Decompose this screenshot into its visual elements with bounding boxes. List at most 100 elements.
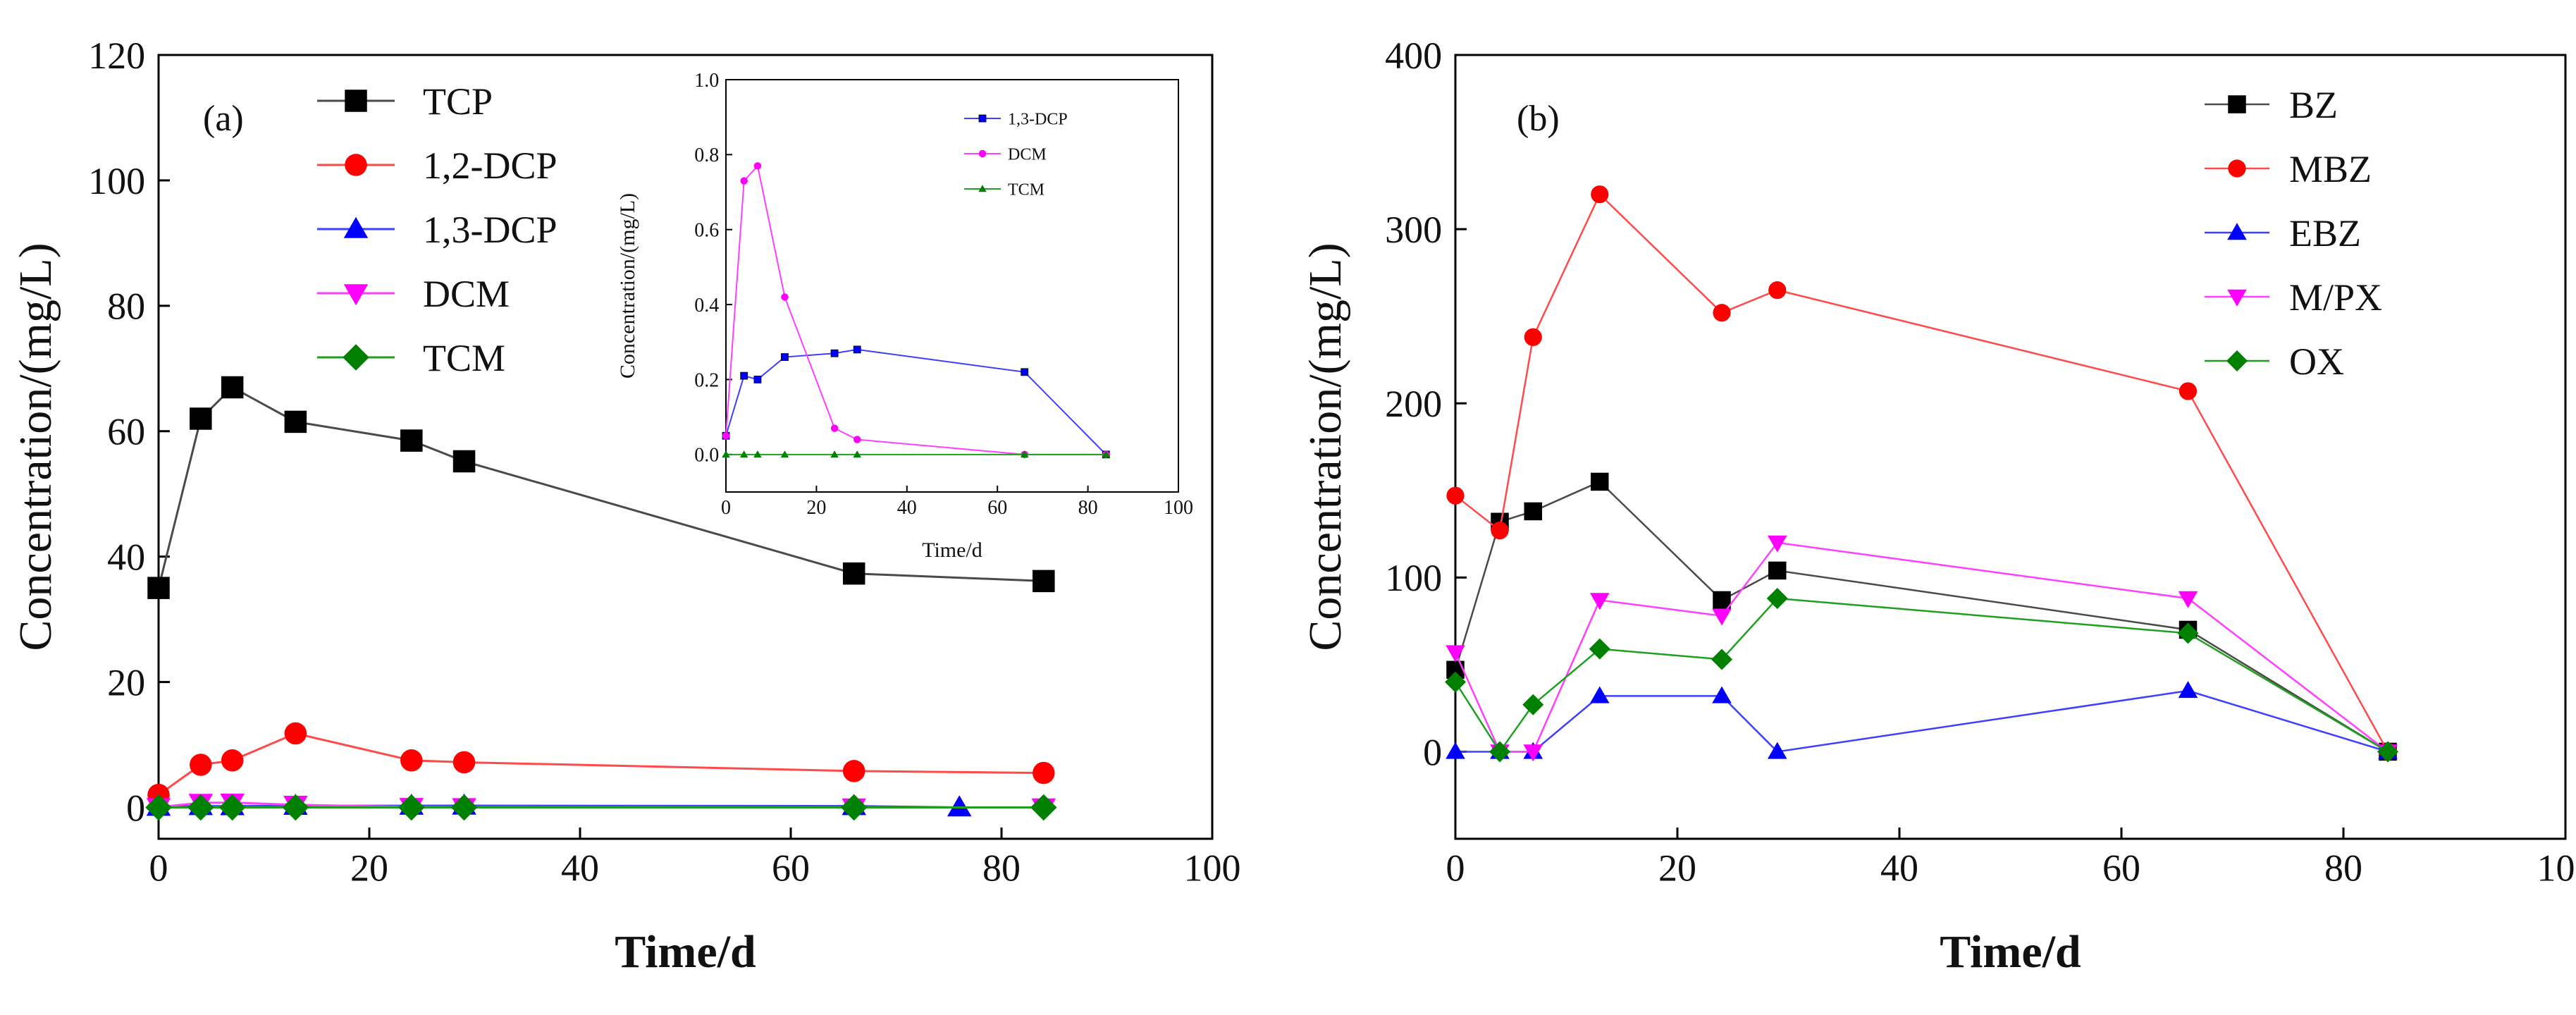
data-point [830, 349, 839, 357]
data-point [830, 450, 839, 458]
plot-frame [725, 79, 1179, 493]
data-point [1524, 502, 1542, 521]
y-tick-label: 1.0 [694, 70, 719, 92]
legend-label: EBZ [2289, 212, 2361, 254]
x-axis-label: Time/d [922, 539, 982, 562]
y-tick-label: 0.8 [694, 144, 719, 166]
data-point [2178, 382, 2198, 400]
legend-label: 1,2-DCP [423, 144, 557, 187]
data-point [1030, 794, 1057, 821]
series-line [1455, 192, 2389, 753]
data-point [722, 450, 730, 458]
data-point [1712, 608, 1732, 626]
y-tick-label: 60 [107, 411, 145, 453]
x-tick-label: 60 [2102, 847, 2140, 889]
data-point [147, 577, 170, 599]
data-point [1020, 450, 1029, 458]
chart-panel-a-inset: 0 20 40 60 80 100 0.0 0.2 0.4 0.6 0.8 1.0 Time/d Conc… [616, 70, 1193, 562]
x-tick-label: 0 [1446, 847, 1465, 889]
data-point [190, 407, 212, 430]
data-point [398, 794, 425, 821]
data-point [190, 753, 212, 776]
x-tick-label: 100 [2537, 847, 2576, 889]
y-tick-label: 0.0 [694, 445, 719, 467]
y-axis-label: Concentration/(mg/L) [616, 193, 639, 379]
x-tick-label: 60 [772, 847, 810, 889]
legend-label: 1,3-DCP [423, 209, 557, 251]
data-point [2178, 681, 2198, 699]
y-tick-label: 80 [107, 285, 145, 328]
legend-label: M/PX [2289, 276, 2382, 319]
series-OX [1445, 587, 2398, 763]
legend-marker [343, 216, 369, 238]
data-point [1713, 304, 1731, 322]
legend-label: DCM [1008, 145, 1047, 164]
legend: TCP 1,2-DCP 1,3-DCP DCM TCM [317, 80, 557, 379]
y-tick-label: 120 [88, 35, 145, 77]
y-tick-label: 0.2 [694, 369, 719, 391]
x-tick-label: 20 [350, 847, 388, 889]
data-point [221, 749, 244, 772]
legend-marker [2226, 350, 2248, 371]
data-point [1591, 472, 1609, 491]
data-point [400, 429, 423, 452]
y-tick-label: 0 [1423, 731, 1442, 773]
data-point [284, 722, 307, 745]
legend-label: BZ [2289, 84, 2338, 126]
y-tick-label: 20 [107, 662, 145, 704]
data-point [1766, 587, 1788, 609]
series-TCP [147, 376, 1055, 599]
data-point [2177, 622, 2199, 644]
data-point [1102, 450, 1111, 458]
data-point [722, 431, 730, 440]
series-MBZ [1446, 185, 2397, 761]
data-point [218, 794, 246, 821]
legend-label: TCM [1008, 180, 1044, 199]
legend-marker [978, 114, 987, 123]
legend-label: 1,3-DCP [1008, 110, 1068, 128]
data-point [842, 760, 865, 782]
data-point [221, 376, 244, 399]
data-point [1446, 486, 1465, 505]
x-tick-label: 60 [987, 497, 1007, 519]
y-axis-label: Concentration/(mg/L) [1300, 242, 1351, 651]
data-point [781, 353, 789, 361]
legend-marker [978, 185, 987, 192]
data-point [1446, 742, 1465, 759]
data-point [2178, 591, 2198, 608]
data-point [1033, 570, 1055, 593]
x-tick-label: 20 [1658, 847, 1696, 889]
legend-marker [345, 90, 367, 112]
data-point [853, 450, 861, 458]
legend-marker [2228, 95, 2246, 113]
data-point [1523, 744, 1543, 762]
panel-label: (b) [1517, 99, 1560, 139]
data-point [753, 376, 762, 383]
data-point [1768, 281, 1787, 300]
legend-label: TCM [423, 337, 505, 379]
data-point [1589, 593, 1610, 610]
plot-frame [157, 54, 1214, 840]
y-tick-label: 0 [126, 787, 145, 829]
data-point [740, 371, 748, 380]
data-point [284, 410, 307, 433]
data-point [853, 436, 861, 443]
legend: 1,3-DCP DCM TCM [964, 110, 1068, 199]
data-point [753, 162, 762, 170]
y-tick-label: 100 [88, 160, 145, 202]
data-point [452, 751, 476, 774]
data-point [830, 424, 839, 432]
x-tick-label: 80 [982, 847, 1021, 889]
data-point [282, 794, 309, 821]
data-point [853, 345, 861, 354]
data-point [1489, 741, 1510, 763]
legend-marker [2228, 159, 2246, 178]
data-point [1524, 328, 1542, 346]
series-TCM [145, 794, 1057, 821]
data-point [1767, 535, 1787, 553]
series-TCM [722, 450, 1111, 458]
legend-marker [978, 149, 987, 158]
data-point [2377, 741, 2398, 763]
y-tick-label: 300 [1385, 209, 1442, 251]
